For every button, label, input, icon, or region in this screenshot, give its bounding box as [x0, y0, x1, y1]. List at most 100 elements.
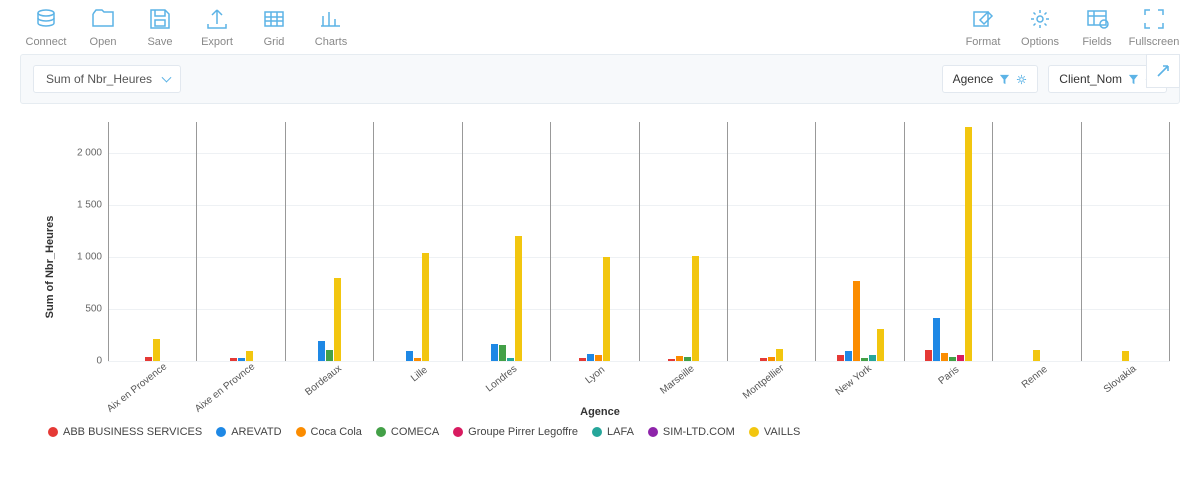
bar[interactable]: [837, 355, 844, 361]
legend-item[interactable]: VAILLS: [749, 426, 801, 438]
bar[interactable]: [406, 351, 413, 361]
connect-label: Connect: [26, 36, 67, 48]
bar[interactable]: [957, 355, 964, 361]
bar[interactable]: [246, 351, 253, 361]
bar[interactable]: [153, 339, 160, 361]
x-tick-label: Montpellier: [741, 363, 786, 402]
x-category: Slovakia: [1082, 122, 1170, 361]
save-button[interactable]: Save: [134, 6, 186, 48]
grid-icon: [261, 6, 287, 32]
bar[interactable]: [587, 354, 594, 361]
x-category: Paris: [905, 122, 993, 361]
bar[interactable]: [230, 358, 237, 361]
bar[interactable]: [595, 355, 602, 361]
bar[interactable]: [684, 357, 691, 361]
bar[interactable]: [422, 253, 429, 361]
fields-label: Fields: [1082, 36, 1111, 48]
bar[interactable]: [965, 127, 972, 361]
yaxis-select[interactable]: Sum of Nbr_Heures: [33, 65, 181, 93]
bar[interactable]: [877, 329, 884, 361]
bar[interactable]: [941, 353, 948, 361]
legend-item[interactable]: ABB BUSINESS SERVICES: [48, 426, 202, 438]
bar[interactable]: [515, 236, 522, 361]
format-button[interactable]: Format: [957, 6, 1009, 48]
bar[interactable]: [668, 359, 675, 361]
charts-button[interactable]: Charts: [305, 6, 357, 48]
legend-swatch: [296, 427, 306, 437]
fullscreen-label: Fullscreen: [1129, 36, 1180, 48]
legend-label: LAFA: [607, 426, 634, 438]
x-category: Aix en Provence: [108, 122, 197, 361]
legend-item[interactable]: LAFA: [592, 426, 634, 438]
x-tick-label: Marseille: [659, 363, 697, 396]
bar[interactable]: [238, 358, 245, 361]
bar[interactable]: [768, 357, 775, 361]
y-axis-label: Sum of Nbr_Heures: [44, 216, 56, 319]
filter-icon: [999, 74, 1010, 85]
yaxis-select-label: Sum of Nbr_Heures: [46, 72, 152, 86]
legend-label: Coca Cola: [311, 426, 362, 438]
legend-item[interactable]: SIM-LTD.COM: [648, 426, 735, 438]
bar[interactable]: [845, 351, 852, 361]
bar[interactable]: [861, 358, 868, 361]
bar[interactable]: [1122, 351, 1129, 361]
bar[interactable]: [499, 345, 506, 361]
legend-swatch: [648, 427, 658, 437]
bar[interactable]: [925, 350, 932, 361]
open-icon: [90, 6, 116, 32]
bar[interactable]: [949, 357, 956, 361]
charts-icon: [318, 6, 344, 32]
export-button[interactable]: Export: [191, 6, 243, 48]
x-tick-label: Slovakia: [1102, 363, 1139, 395]
bar[interactable]: [579, 358, 586, 361]
bar[interactable]: [603, 257, 610, 361]
bar[interactable]: [760, 358, 767, 361]
x-tick-label: Aixe en Provnce: [193, 361, 257, 415]
legend-label: ABB BUSINESS SERVICES: [63, 426, 202, 438]
legend-swatch: [453, 427, 463, 437]
options-label: Options: [1021, 36, 1059, 48]
connect-icon: [33, 6, 59, 32]
bar[interactable]: [507, 358, 514, 361]
bar[interactable]: [853, 281, 860, 361]
legend-item[interactable]: Coca Cola: [296, 426, 362, 438]
save-icon: [147, 6, 173, 32]
bar[interactable]: [776, 349, 783, 361]
fields-button[interactable]: Fields: [1071, 6, 1123, 48]
bar[interactable]: [318, 341, 325, 361]
connect-button[interactable]: Connect: [20, 6, 72, 48]
x-tick-label: Paris: [936, 364, 961, 387]
fullscreen-icon: [1141, 6, 1167, 32]
bar[interactable]: [1033, 350, 1040, 361]
bar[interactable]: [676, 356, 683, 361]
bar[interactable]: [334, 278, 341, 361]
format-label: Format: [966, 36, 1001, 48]
x-category: Renne: [993, 122, 1081, 361]
x-axis-label: Agence: [580, 406, 620, 418]
y-tick: 2 000: [77, 148, 102, 159]
bar[interactable]: [414, 358, 421, 361]
fullscreen-button[interactable]: Fullscreen: [1128, 6, 1180, 48]
x-category: New York: [816, 122, 904, 361]
open-button[interactable]: Open: [77, 6, 129, 48]
field-pill-agence[interactable]: Agence: [942, 65, 1039, 93]
bar[interactable]: [692, 256, 699, 361]
x-tick-label: Bordeaux: [303, 363, 344, 398]
x-category: Lille: [374, 122, 462, 361]
bar[interactable]: [869, 355, 876, 361]
bar[interactable]: [326, 350, 333, 361]
bar[interactable]: [145, 357, 152, 361]
bar[interactable]: [491, 344, 498, 361]
export-icon: [204, 6, 230, 32]
legend-item[interactable]: Groupe Pirrer Legoffre: [453, 426, 578, 438]
collapse-button[interactable]: [1146, 54, 1180, 88]
legend-item[interactable]: COMECA: [376, 426, 439, 438]
legend-item[interactable]: AREVATD: [216, 426, 281, 438]
x-tick-label: Renne: [1020, 364, 1050, 391]
bar[interactable]: [933, 318, 940, 361]
save-label: Save: [147, 36, 172, 48]
legend-swatch: [48, 427, 58, 437]
grid-button[interactable]: Grid: [248, 6, 300, 48]
options-button[interactable]: Options: [1014, 6, 1066, 48]
grid-label: Grid: [264, 36, 285, 48]
